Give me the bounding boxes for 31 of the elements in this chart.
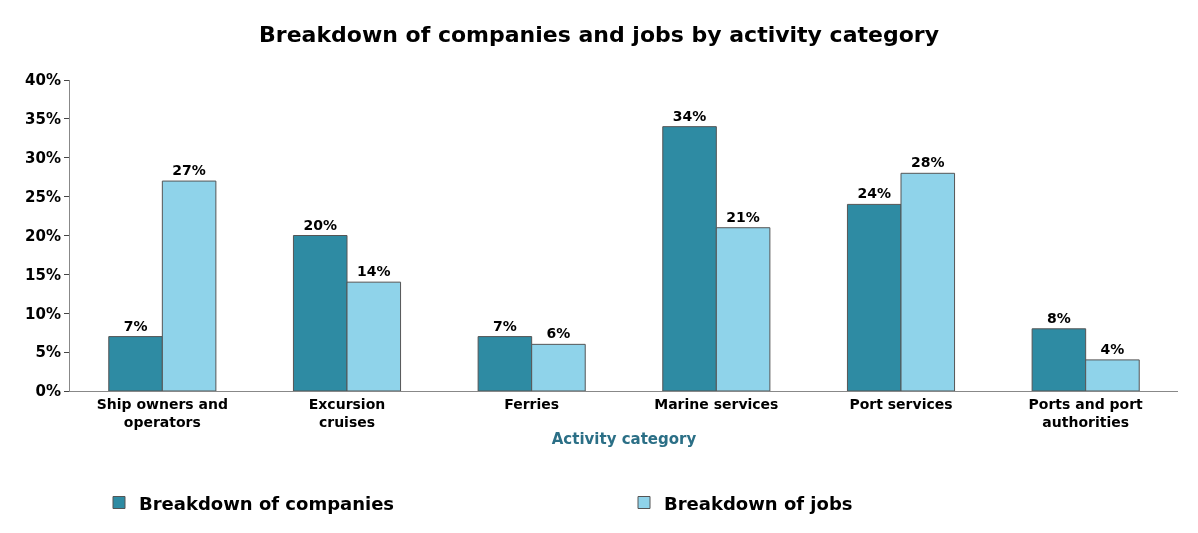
y-tick-label: 15% bbox=[25, 265, 61, 284]
x-tick-label: Marine services bbox=[654, 395, 779, 412]
data-label: 7% bbox=[123, 317, 148, 334]
legend-label: Breakdown of jobs bbox=[664, 492, 853, 514]
y-tick-label: 20% bbox=[25, 226, 61, 245]
data-label: 14% bbox=[357, 263, 391, 280]
data-label: 20% bbox=[303, 216, 337, 233]
data-label: 7% bbox=[493, 317, 517, 334]
data-label: 34% bbox=[672, 107, 707, 124]
y-tick-label: 0% bbox=[35, 382, 61, 401]
data-label: 8% bbox=[1047, 309, 1071, 326]
y-tick-label: 25% bbox=[25, 187, 61, 206]
y-tick-label: 10% bbox=[25, 304, 61, 323]
legend-label: Breakdown of companies bbox=[139, 492, 395, 514]
x-tick-label: Ports and port authorities bbox=[1028, 395, 1144, 430]
data-label: 28% bbox=[911, 154, 945, 171]
chart-title: Breakdown of companies and jobs by activity category bbox=[259, 22, 939, 48]
data-label: 21% bbox=[726, 208, 760, 225]
data-label: 6% bbox=[546, 325, 571, 342]
data-label: 27% bbox=[172, 162, 206, 179]
y-tick-label: 40% bbox=[25, 71, 61, 90]
x-axis-title: Activity category bbox=[551, 430, 697, 448]
x-tick-label: Ferries bbox=[504, 395, 560, 412]
data-label: 24% bbox=[857, 185, 891, 202]
y-tick-label: 5% bbox=[35, 343, 61, 362]
y-tick-label: 35% bbox=[25, 110, 61, 129]
x-tick-label: Port services bbox=[849, 395, 953, 412]
data-label: 4% bbox=[1100, 340, 1125, 357]
x-tick-label: Ship owners and operators bbox=[96, 395, 228, 430]
y-tick-label: 30% bbox=[25, 149, 61, 167]
x-tick-label: Excursion cruises bbox=[308, 395, 386, 430]
